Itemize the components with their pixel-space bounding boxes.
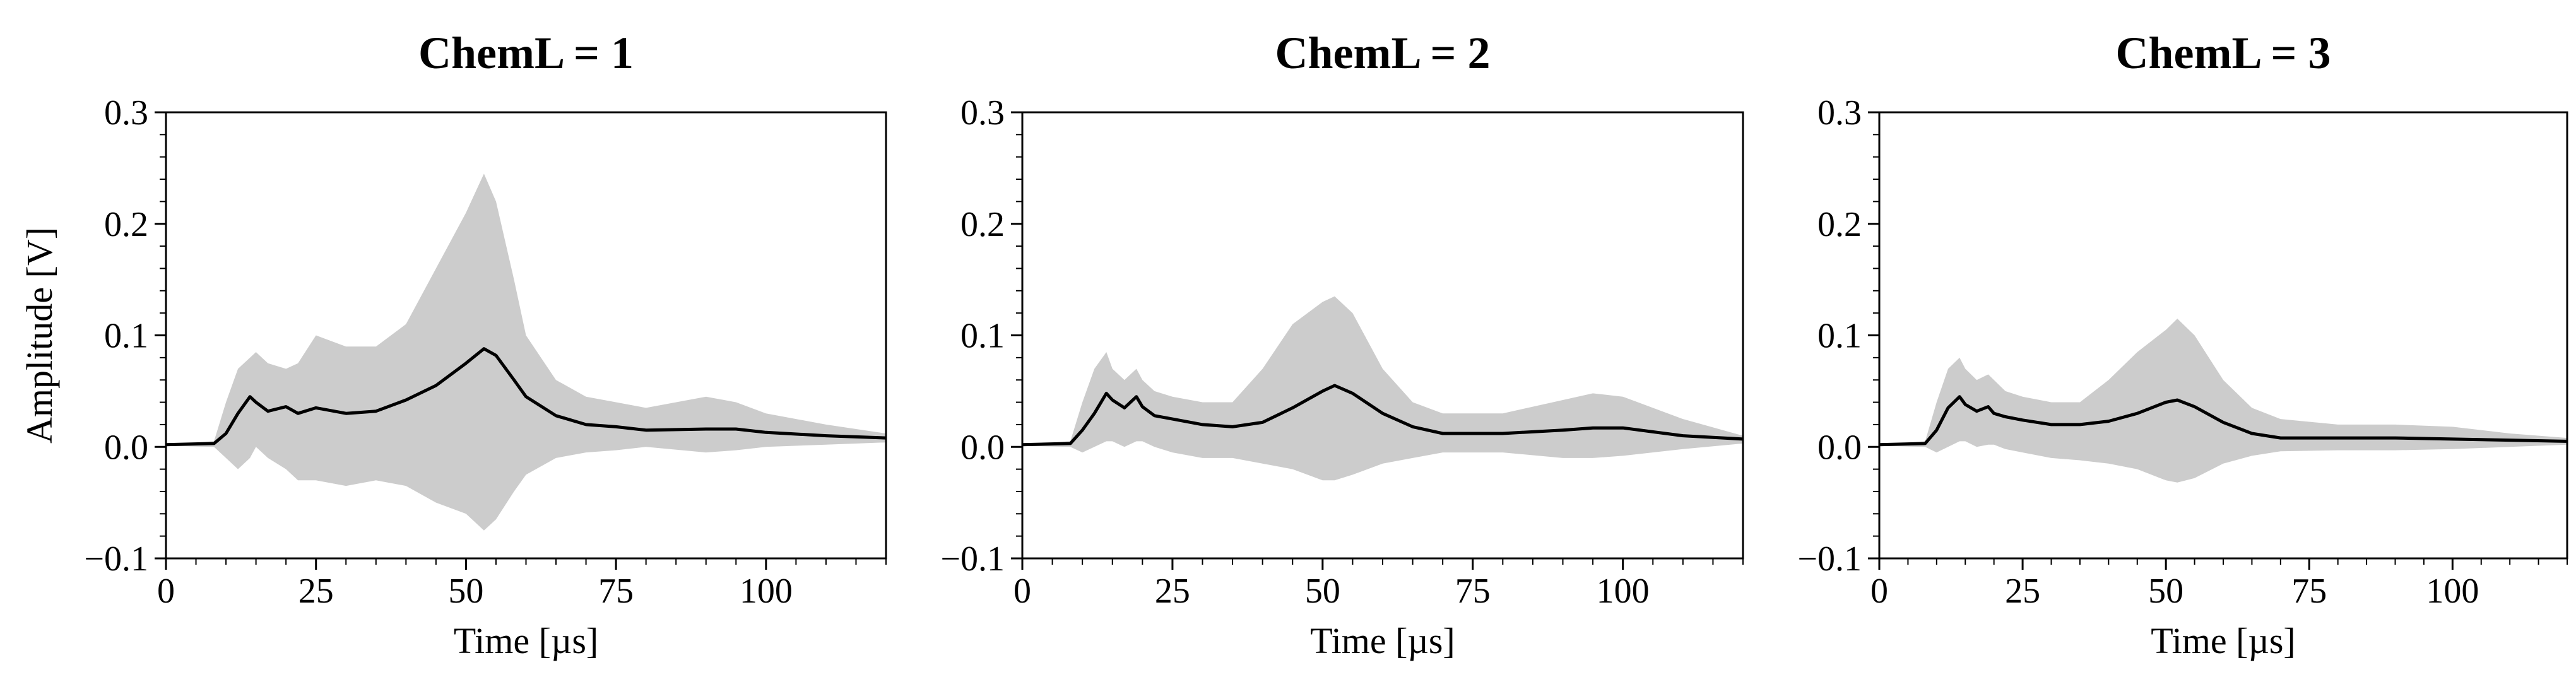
x-tick-label: 25	[1155, 572, 1190, 611]
x-tick-label: 25	[298, 572, 334, 611]
y-tick-label: 0.1	[1817, 317, 1862, 356]
x-tick-label: 75	[1455, 572, 1491, 611]
x-tick-label: 100	[740, 572, 793, 611]
x-tick-label: 100	[2426, 572, 2479, 611]
y-tick-label: 0.2	[104, 205, 148, 244]
chart-title: ChemL = 3	[2115, 28, 2331, 78]
x-tick-label: 75	[2291, 572, 2327, 611]
x-tick-label: 50	[448, 572, 483, 611]
mean-line	[1022, 384, 1744, 447]
chart-title: ChemL = 2	[1275, 28, 1490, 78]
std-band	[166, 174, 886, 531]
y-tick-label: 0.0	[104, 428, 148, 467]
y-tick-label: 0.0	[1817, 428, 1862, 467]
std-band	[1022, 296, 1743, 481]
chart-panel-3: 0 25 50 75 100 −0.1 0.0 0.1 0.2 0.3 ChemL = 3 Time …	[1797, 28, 2568, 661]
x-axis-label: Time [µs]	[1310, 620, 1455, 661]
y-tick-label: 0.3	[104, 93, 148, 132]
x-tick-label: 75	[598, 572, 634, 611]
axes-frame	[1021, 111, 1744, 560]
y-tick-label: 0.3	[960, 93, 1005, 132]
x-tick-label: 100	[1597, 572, 1650, 611]
chart-panel-2: 0 25 50 75 100 −0.1 0.0 0.1 0.2 0.3 ChemL = 2 Time …	[940, 28, 1744, 661]
x-axis-label: Time [µs]	[2151, 620, 2295, 661]
x-tick-label: 50	[2148, 572, 2183, 611]
y-tick-label: 0.3	[1817, 93, 1862, 132]
y-tick-label: 0.0	[960, 428, 1005, 467]
x-tick-label: 0	[1013, 572, 1031, 611]
x-tick-label: 50	[1305, 572, 1340, 611]
y-tick-label: −0.1	[940, 539, 1005, 579]
x-tick-label: 25	[2005, 572, 2040, 611]
x-tick-label: 0	[157, 572, 175, 611]
x-tick-label: 0	[1870, 572, 1888, 611]
chart-panel-1: 0 25 50 75 100 −0.1 0.0 0.1 0.2 0.3 ChemL = 1 Time …	[19, 28, 887, 661]
y-tick-label: 0.2	[960, 205, 1005, 244]
y-tick-label: −0.1	[1797, 539, 1862, 579]
chart-title: ChemL = 1	[418, 28, 634, 78]
y-axis-label: Amplitude [V]	[19, 227, 60, 444]
y-tick-label: 0.1	[104, 317, 148, 356]
mean-line	[165, 347, 887, 447]
y-tick-label: 0.1	[960, 317, 1005, 356]
mean-line	[1879, 395, 2568, 447]
axes-frame	[1878, 111, 2568, 560]
y-tick-label: 0.2	[1817, 205, 1862, 244]
std-band	[1879, 319, 2567, 483]
y-tick-label: −0.1	[84, 539, 148, 579]
x-axis-label: Time [µs]	[454, 620, 598, 661]
